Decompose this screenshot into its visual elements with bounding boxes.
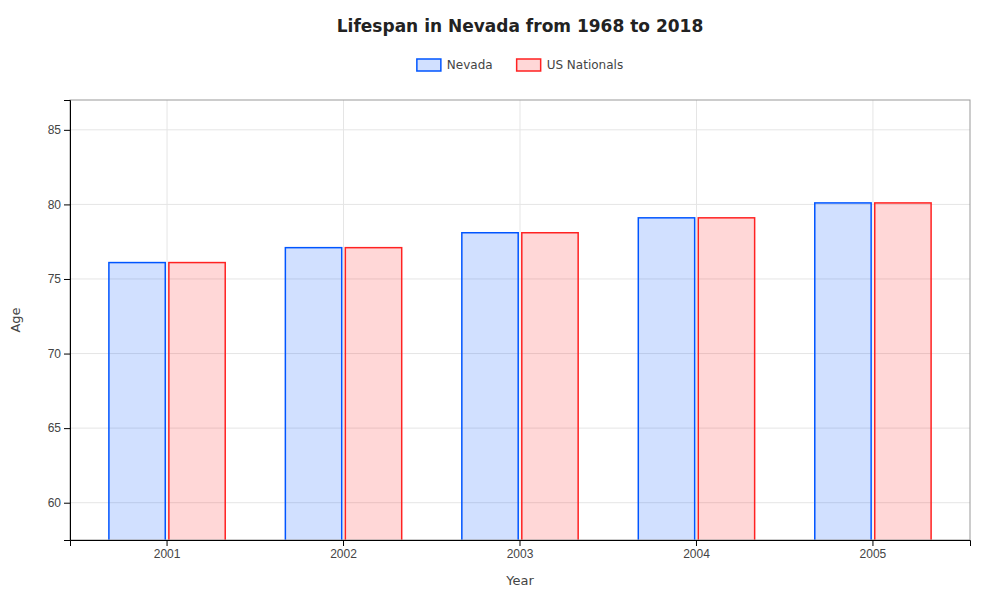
tick-label: 2003 (507, 547, 534, 561)
axis-line (71, 541, 971, 547)
bar (815, 203, 871, 540)
tick-mark (64, 503, 70, 504)
tick-mark (64, 428, 70, 429)
bar (285, 248, 341, 540)
legend-swatch (517, 59, 541, 71)
legend-label: Nevada (447, 58, 493, 72)
plot: 2001 2002 2003 2004 2005 60 65 70 75 80 85 (48, 100, 971, 600)
grid-line (167, 100, 168, 540)
chart: 2001 2002 2003 2004 2005 60 65 70 75 80 85 Year Age L… (0, 0, 1000, 600)
grid-line (696, 100, 697, 540)
bar (875, 203, 931, 540)
tick: 2002 (330, 540, 357, 561)
tick-mark (343, 540, 344, 546)
grid-line (520, 100, 521, 540)
tick: 2005 (860, 540, 887, 561)
tick-mark (872, 540, 873, 546)
legend-item: Nevada (417, 58, 493, 72)
bar-series (109, 203, 871, 540)
bar (345, 248, 401, 540)
tick: 85 (48, 123, 70, 137)
legend-swatch (417, 59, 441, 71)
x-axis: 2001 2002 2003 2004 2005 (71, 540, 971, 561)
tick: 65 (48, 421, 70, 435)
grid-line (343, 100, 344, 540)
tick-mark (64, 130, 70, 131)
tick-label: 60 (48, 496, 62, 510)
tick-mark (696, 540, 697, 546)
tick-mark (167, 540, 168, 546)
axis-line (64, 101, 71, 541)
bar (698, 218, 754, 540)
bar (169, 263, 225, 540)
tick-mark (520, 540, 521, 546)
x-axis-title: Year (505, 573, 534, 588)
grid-line (872, 100, 873, 540)
tick-label: 85 (48, 123, 62, 137)
tick-mark (64, 204, 70, 205)
tick-mark (64, 279, 70, 280)
tick-label: 2005 (860, 547, 887, 561)
plot-frame (70, 100, 970, 540)
tick: 70 (48, 347, 70, 361)
tick-label: 2002 (330, 547, 357, 561)
legend-item: US Nationals (517, 58, 623, 72)
bar (638, 218, 694, 540)
tick-label: 65 (48, 421, 62, 435)
bar (109, 263, 165, 540)
title: Lifespan in Nevada from 1968 to 2018 (337, 16, 703, 36)
y-axis-title: Age (8, 307, 23, 332)
bar (462, 233, 518, 540)
bars (109, 203, 931, 540)
tick: 2004 (683, 540, 710, 561)
bar (522, 233, 578, 540)
tick: 60 (48, 496, 70, 510)
tick-label: 2004 (683, 547, 710, 561)
legend: Nevada US Nationals (417, 58, 623, 72)
y-axis: 60 65 70 75 80 85 (48, 101, 71, 541)
tick: 75 (48, 272, 70, 286)
tick-label: 70 (48, 347, 62, 361)
legend-label: US Nationals (547, 58, 623, 72)
tick-label: 2001 (154, 547, 181, 561)
bar-series (169, 203, 931, 540)
tick-mark (64, 354, 70, 355)
tick-label: 80 (48, 198, 62, 212)
tick: 80 (48, 198, 70, 212)
tick: 2001 (154, 540, 181, 561)
tick: 2003 (507, 540, 534, 561)
tick-label: 75 (48, 272, 62, 286)
